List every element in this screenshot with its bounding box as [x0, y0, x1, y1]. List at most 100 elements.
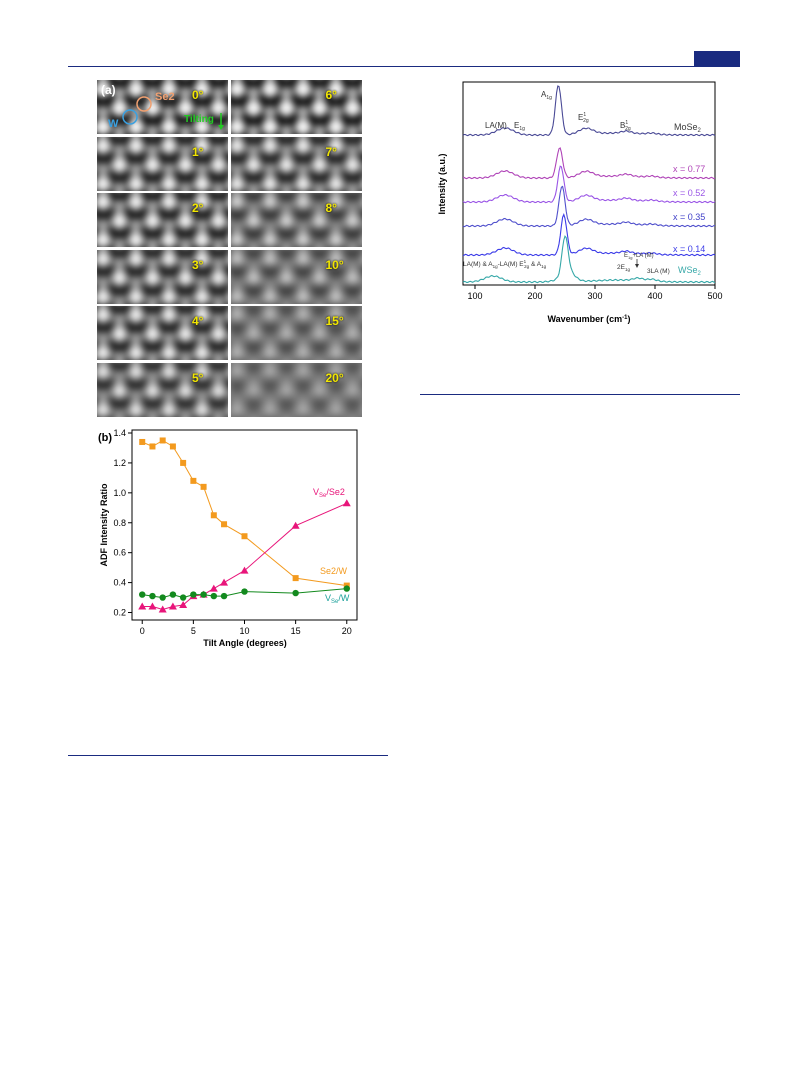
section-rule-right [420, 394, 740, 395]
raman-spectrum-0 [462, 85, 716, 137]
adf-intensity-chart: 0 5 10 15 20 0.2 0.4 0.6 0.8 1.0 1.2 1.4 (b) Tilt A… [98, 428, 358, 648]
stem-panel: 0° (a) Se2 W Tilting [97, 80, 228, 134]
tilt-angle-label: 0° [192, 88, 204, 102]
stem-panel: 7° [230, 136, 362, 191]
data-point [169, 443, 176, 450]
raman-spectrum-5 [462, 235, 716, 284]
stem-panel: 20° [230, 362, 362, 417]
data-point [138, 602, 147, 610]
raman-spectrum-3 [462, 185, 716, 228]
data-point [291, 521, 300, 529]
data-point [148, 602, 157, 610]
label-x035: x = 0.35 [673, 212, 705, 222]
x-tick-label: 400 [647, 291, 662, 301]
x-tick-label: 15 [291, 626, 301, 636]
tilt-angle-label: 20° [325, 370, 344, 385]
spectra-frame [462, 81, 716, 286]
stem-lattice-image [97, 193, 228, 247]
spectra-x-label: Wavenumber (cm-1) [547, 314, 630, 324]
stem-lattice-image [97, 306, 228, 360]
stem-lattice-image [97, 80, 228, 134]
header-tab [694, 51, 740, 66]
stem-panel: 1° [97, 136, 228, 191]
data-point [180, 459, 187, 466]
data-point [241, 588, 248, 595]
data-point [292, 589, 299, 597]
x-tick-label: 20 [342, 626, 352, 636]
data-point [149, 443, 156, 450]
data-point [159, 437, 166, 444]
stem-panel: 8° [230, 193, 362, 247]
panel-label-b: (b) [98, 432, 112, 444]
raman-spectrum-4 [462, 213, 716, 257]
tilt-arrowhead [218, 125, 224, 130]
label-x014: x = 0.14 [673, 244, 705, 254]
peak-e1g: E1g [514, 121, 525, 132]
stem-lattice-image [230, 80, 362, 134]
peak-a1g: A1g [541, 90, 552, 101]
stem-panel: 5° [97, 362, 228, 417]
tilt-angle-label: 7° [325, 144, 337, 159]
legend-vse-w: VSe/W [325, 593, 350, 605]
tilt-angle-label: 10° [325, 257, 344, 272]
se2-label: Se2 [155, 91, 175, 103]
legend-vse-se2: VSe/Se2 [313, 487, 345, 499]
data-point [220, 578, 229, 586]
raman-spectrum-2 [462, 165, 716, 204]
legend-se2-w: Se2/W [320, 566, 348, 576]
stem-lattice-image [97, 249, 228, 304]
x-tick-label: 300 [587, 291, 602, 301]
spectra-y-label: Intensity (a.u.) [437, 153, 447, 214]
data-point [179, 594, 187, 601]
peak-la-m: LA(M) [485, 121, 507, 130]
peak-wse2-low: LA(M) & A1g-LA(M) E1 2g & A1g [463, 259, 547, 269]
stem-annotation-overlay [122, 96, 224, 130]
data-point [149, 592, 156, 600]
tilt-angle-label: 15° [325, 314, 344, 328]
raman-spectra-chart: 100 200 300 400 500 Wavenumber (cm-1) Intens… [437, 81, 723, 324]
y-tick-label: 0.2 [113, 608, 126, 618]
data-point [221, 521, 228, 528]
x-tick-label: 200 [527, 291, 542, 301]
section-rule-left [68, 755, 388, 756]
data-point [179, 601, 188, 609]
stem-lattice-image [230, 306, 362, 360]
w-marker-circle [122, 109, 138, 125]
stem-panel: 2° [97, 193, 228, 247]
y-tick-label: 0.8 [113, 518, 126, 528]
header-rule [68, 66, 740, 67]
tilt-angle-label: 5° [192, 370, 204, 385]
tilt-angle-label: 6° [325, 88, 337, 102]
se2-marker-circle [136, 96, 152, 112]
peak-3la: 3LA (M) [647, 268, 670, 275]
x-axis-label: Tilt Angle (degrees) [203, 638, 287, 648]
y-tick-label: 1.4 [113, 428, 126, 438]
stem-panel: 3° [97, 249, 228, 304]
data-point [342, 499, 351, 507]
data-point [168, 602, 177, 610]
stem-lattice-image [230, 249, 362, 304]
tilt-angle-label: 2° [192, 201, 204, 215]
data-point [292, 575, 299, 582]
x-tick-label: 5 [191, 626, 196, 636]
data-point [190, 591, 197, 598]
x-tick-label: 0 [140, 626, 145, 636]
y-tick-label: 1.2 [113, 458, 126, 468]
stem-panel: 10° [230, 249, 362, 304]
tilt-angle-label: 8° [325, 201, 337, 215]
data-point [139, 591, 146, 598]
data-point [190, 477, 197, 484]
stem-panel: 15° [230, 306, 362, 360]
data-point [210, 512, 217, 519]
data-point [241, 533, 248, 540]
stem-lattice-image [230, 136, 362, 191]
y-tick-label: 0.4 [113, 578, 126, 588]
tilt-angle-label: 3° [192, 257, 204, 272]
y-tick-label: 0.6 [113, 548, 126, 558]
label-x077: x = 0.77 [673, 164, 705, 174]
tilt-angle-label: 4° [192, 314, 204, 328]
y-tick-label: 1.0 [113, 488, 126, 498]
stem-panel: 4° [97, 306, 228, 360]
tilt-angle-label: 1° [192, 144, 204, 159]
chart-frame [131, 429, 358, 621]
